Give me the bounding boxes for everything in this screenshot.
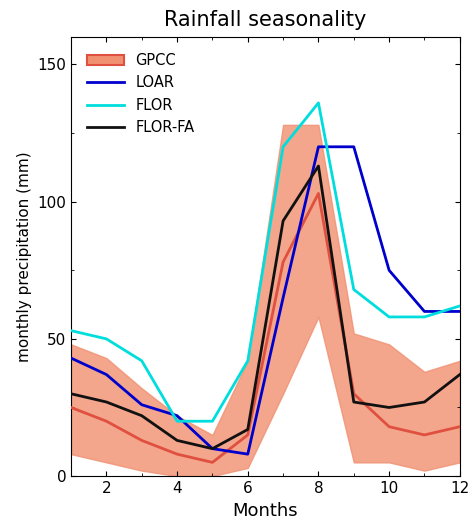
Y-axis label: monthly precipitation (mm): monthly precipitation (mm)	[17, 151, 32, 362]
X-axis label: Months: Months	[233, 501, 298, 519]
Title: Rainfall seasonality: Rainfall seasonality	[164, 10, 366, 30]
Legend: GPCC, LOAR, FLOR, FLOR-FA: GPCC, LOAR, FLOR, FLOR-FA	[78, 44, 203, 144]
